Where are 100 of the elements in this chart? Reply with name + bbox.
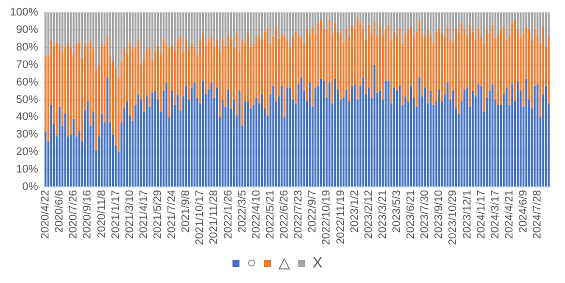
- bar: [432, 12, 435, 42]
- bar: [320, 78, 322, 186]
- bar: [424, 88, 426, 186]
- bar: [185, 86, 188, 186]
- bar: [92, 112, 94, 186]
- bar: [390, 12, 392, 40]
- x-tick-label: 2020/7/26: [68, 190, 80, 239]
- bar: [196, 12, 198, 54]
- bar: [458, 12, 460, 34]
- x-tick-label: 2024/4/21: [503, 190, 516, 239]
- bar: [106, 77, 108, 186]
- bar: [244, 12, 246, 42]
- bar: [194, 82, 196, 186]
- bar: [322, 12, 325, 28]
- bar: [314, 12, 316, 34]
- bar: [488, 12, 491, 34]
- bar: [536, 84, 539, 186]
- bar: [306, 30, 308, 102]
- x-tick-label: 2020/11/8: [96, 190, 108, 238]
- bar: [430, 91, 432, 186]
- bar: [412, 12, 415, 38]
- bar: [544, 86, 547, 186]
- bar: [246, 102, 249, 186]
- bar: [424, 12, 426, 38]
- bar: [171, 91, 174, 186]
- y-tick-label: 20%: [16, 146, 38, 158]
- bar: [218, 12, 221, 51]
- bar: [165, 82, 168, 186]
- x-tick-label: 2021/7/24: [166, 190, 178, 239]
- bar: [146, 96, 148, 186]
- bar: [544, 12, 547, 48]
- bar: [67, 42, 70, 136]
- x-tick-label: 2020/6/6: [54, 190, 66, 233]
- bar: [72, 118, 75, 186]
- bar: [452, 91, 454, 186]
- bar: [483, 12, 486, 44]
- bar: [179, 35, 182, 110]
- bar: [500, 30, 502, 106]
- bar: [466, 88, 468, 186]
- bar: [230, 38, 232, 108]
- x-tick-label: 2024/7/28: [532, 190, 544, 239]
- bar: [95, 12, 98, 70]
- bar: [44, 12, 47, 56]
- bar: [283, 35, 286, 118]
- bar: [204, 12, 207, 46]
- bar: [322, 80, 325, 186]
- x-tick-label: 2022/11/19: [334, 190, 347, 244]
- x-tick-label: 2021/4/17: [138, 190, 150, 239]
- x-tick-label: 2022/6/26: [278, 190, 291, 239]
- bar: [303, 12, 306, 44]
- x-tick-label: 2021/10/17: [194, 190, 206, 246]
- x-tick-label: 2021/11/28: [208, 190, 220, 244]
- bar: [289, 12, 292, 48]
- bar: [407, 12, 410, 30]
- bar: [388, 80, 390, 186]
- bar: [275, 26, 278, 102]
- bar: [75, 44, 78, 136]
- legend-label: ○: [246, 254, 256, 272]
- bar: [362, 77, 364, 186]
- bar: [511, 84, 514, 186]
- bar: [132, 12, 134, 50]
- bar: [151, 12, 154, 60]
- x-tick-label: 2023/3/21: [376, 190, 389, 239]
- bar: [393, 88, 396, 186]
- bar: [90, 40, 92, 126]
- bar: [252, 12, 255, 44]
- bar: [260, 12, 264, 40]
- bar: [506, 12, 508, 40]
- bar: [492, 84, 494, 186]
- bar: [216, 88, 218, 186]
- bar: [160, 12, 162, 54]
- bar: [426, 30, 429, 104]
- bar: [148, 47, 151, 107]
- bar: [402, 12, 404, 44]
- bar: [500, 12, 502, 30]
- bar: [72, 12, 75, 54]
- bar: [407, 30, 410, 102]
- y-tick-label: 50%: [16, 94, 38, 106]
- x-tick-label: 2022/5/21: [264, 190, 276, 239]
- bar: [444, 12, 446, 38]
- bar: [126, 12, 128, 54]
- x-tick-label: 2023/10/29: [447, 190, 460, 246]
- bar: [398, 86, 401, 186]
- bar: [516, 82, 519, 186]
- bar: [238, 91, 241, 186]
- y-tick-label: 100%: [10, 6, 38, 19]
- bar: [174, 12, 176, 51]
- bar: [534, 86, 536, 186]
- bar: [255, 98, 258, 186]
- bar: [266, 28, 269, 116]
- bar: [373, 64, 376, 186]
- x-tick-label: 2021/5/29: [152, 190, 164, 239]
- bar: [317, 23, 320, 86]
- bar: [165, 12, 168, 44]
- bar: [348, 12, 350, 38]
- bar: [241, 40, 244, 126]
- bar: [379, 91, 382, 186]
- bar: [52, 12, 55, 46]
- bar: [466, 12, 468, 36]
- bar: [345, 89, 348, 186]
